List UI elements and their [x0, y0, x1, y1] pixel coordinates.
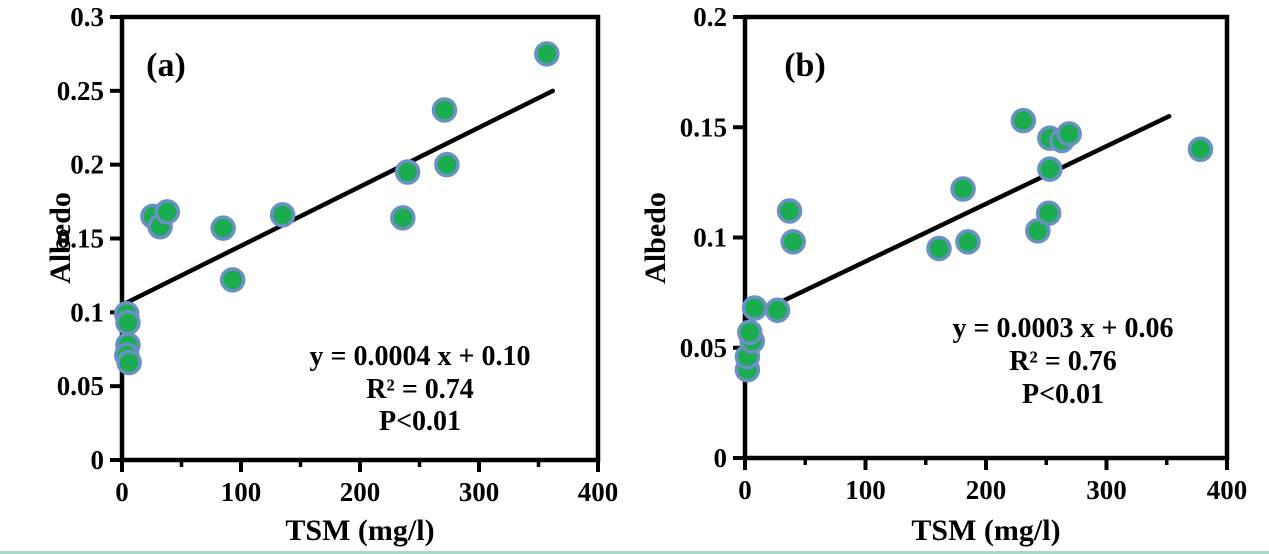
- data-point: [390, 205, 416, 231]
- data-point: [741, 295, 768, 321]
- data-point: [210, 215, 236, 241]
- data-point: [926, 235, 952, 262]
- y-axis-title: Albedo: [639, 192, 672, 284]
- data-point: [115, 309, 141, 336]
- y-tick-label: 0.15: [680, 112, 727, 142]
- y-tick-label: 0.2: [70, 150, 104, 180]
- data-point: [1187, 136, 1214, 163]
- y-tick-label: 0.1: [693, 223, 727, 253]
- x-tick-label: 0: [115, 477, 129, 507]
- trendline: [119, 88, 556, 308]
- x-tick-label: 0: [738, 475, 752, 505]
- data-point: [431, 97, 458, 123]
- y-tick-label: 0.3: [70, 2, 104, 32]
- x-tick-label: 400: [578, 477, 619, 507]
- data-point: [534, 41, 560, 67]
- y-tick-label: 0: [91, 445, 105, 475]
- data-point: [269, 202, 296, 228]
- x-tick-label: 200: [340, 477, 381, 507]
- annotation-line: P<0.01: [1022, 379, 1104, 410]
- x-axis-title: TSM (mg/l): [911, 514, 1060, 547]
- x-tick-label: 300: [1086, 475, 1127, 505]
- y-tick-label: 0: [714, 443, 728, 473]
- data-point: [219, 267, 246, 293]
- y-tick-label: 0.25: [57, 76, 104, 106]
- data-point: [1056, 121, 1082, 147]
- y-axis-title: Albedo: [44, 192, 77, 284]
- data-point: [434, 151, 460, 178]
- data-point: [950, 176, 976, 202]
- data-point: [780, 229, 806, 255]
- y-tick-label: 0.05: [680, 333, 727, 363]
- scatter-plot-b: 0 100 200 300 400 0 0.05 0.1 0.15 0.2 TSM (mg/l) Al…: [639, 2, 1248, 547]
- data-point: [116, 349, 142, 376]
- annotation-line: R² = 0.76: [1009, 346, 1117, 377]
- y-tick-label: 0.2: [693, 2, 727, 32]
- data-point: [776, 198, 803, 224]
- annotation-line: y = 0.0003 x + 0.06: [953, 313, 1174, 344]
- x-tick-label: 300: [459, 477, 500, 507]
- panel-label: (a): [146, 47, 186, 84]
- trendline: [742, 113, 1172, 322]
- data-point: [955, 229, 981, 255]
- data-point: [394, 159, 421, 185]
- x-tick-label: 200: [966, 475, 1007, 505]
- x-axis-title: TSM (mg/l): [285, 514, 434, 547]
- data-point: [154, 199, 180, 225]
- x-tick-label: 400: [1207, 475, 1248, 505]
- panel-label: (b): [784, 47, 826, 84]
- data-point: [737, 319, 763, 346]
- y-tick-label: 0.15: [57, 224, 104, 254]
- annotation-line: P<0.01: [379, 406, 461, 437]
- data-point: [1037, 156, 1063, 182]
- bottom-edge-strip: [0, 551, 1269, 554]
- x-tick-label: 100: [221, 477, 262, 507]
- annotation-line: R² = 0.74: [366, 374, 474, 405]
- x-tick-label: 100: [845, 475, 886, 505]
- data-point: [1035, 200, 1062, 226]
- annotation-line: y = 0.0004 x + 0.10: [310, 341, 531, 372]
- y-tick-label: 0.1: [70, 297, 104, 327]
- y-tick-label: 0.05: [57, 371, 104, 401]
- data-point: [764, 297, 791, 324]
- plot-frame: [119, 14, 601, 463]
- scatter-plot-a: 0 100 200 300 400 0 0.05 0.1 0.15 0.2 0.25 0.3 TSM (…: [44, 2, 619, 547]
- data-point: [1010, 107, 1037, 134]
